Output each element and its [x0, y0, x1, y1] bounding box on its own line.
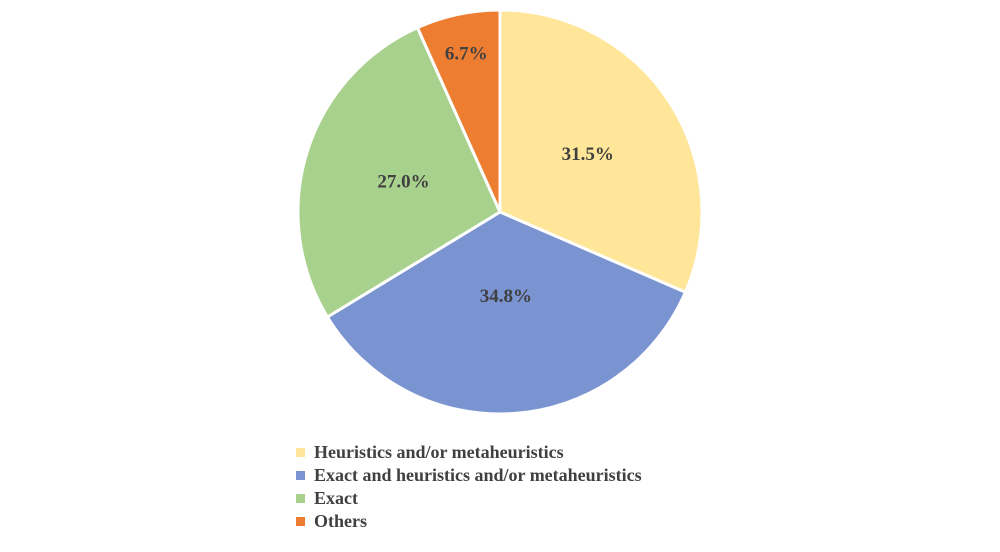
legend-label-1: Heuristics and/or metaheuristics	[314, 442, 564, 462]
legend: Heuristics and/or metaheuristics Exact an…	[296, 441, 642, 533]
pie-chart: 31.5% 34.8% 27.0% 6.7%	[296, 8, 704, 416]
pie-data-label-2: 34.8%	[480, 286, 532, 307]
pie-slice-4	[415, 8, 502, 214]
legend-item-1: Heuristics and/or metaheuristics	[296, 441, 642, 464]
pie-data-label-3: 27.0%	[377, 171, 429, 192]
pie-data-label-4: 6.7%	[445, 43, 488, 64]
legend-swatch-4	[296, 517, 305, 526]
legend-swatch-2	[296, 471, 305, 480]
legend-swatch-3	[296, 494, 305, 503]
legend-item-3: Exact	[296, 487, 642, 510]
legend-label-2: Exact and heuristics and/or metaheuristi…	[314, 465, 642, 485]
pie-data-labels: 31.5% 34.8% 27.0% 6.7%	[377, 43, 613, 307]
pie-slices	[296, 8, 704, 416]
legend-swatch-1	[296, 448, 305, 457]
legend-item-2: Exact and heuristics and/or metaheuristi…	[296, 464, 642, 487]
legend-label-4: Others	[314, 511, 367, 531]
pie-slice-2	[325, 210, 687, 416]
legend-item-4: Others	[296, 510, 642, 533]
pie-slice-1	[498, 8, 704, 294]
legend-label-3: Exact	[314, 488, 358, 508]
pie-data-label-1: 31.5%	[562, 144, 614, 165]
